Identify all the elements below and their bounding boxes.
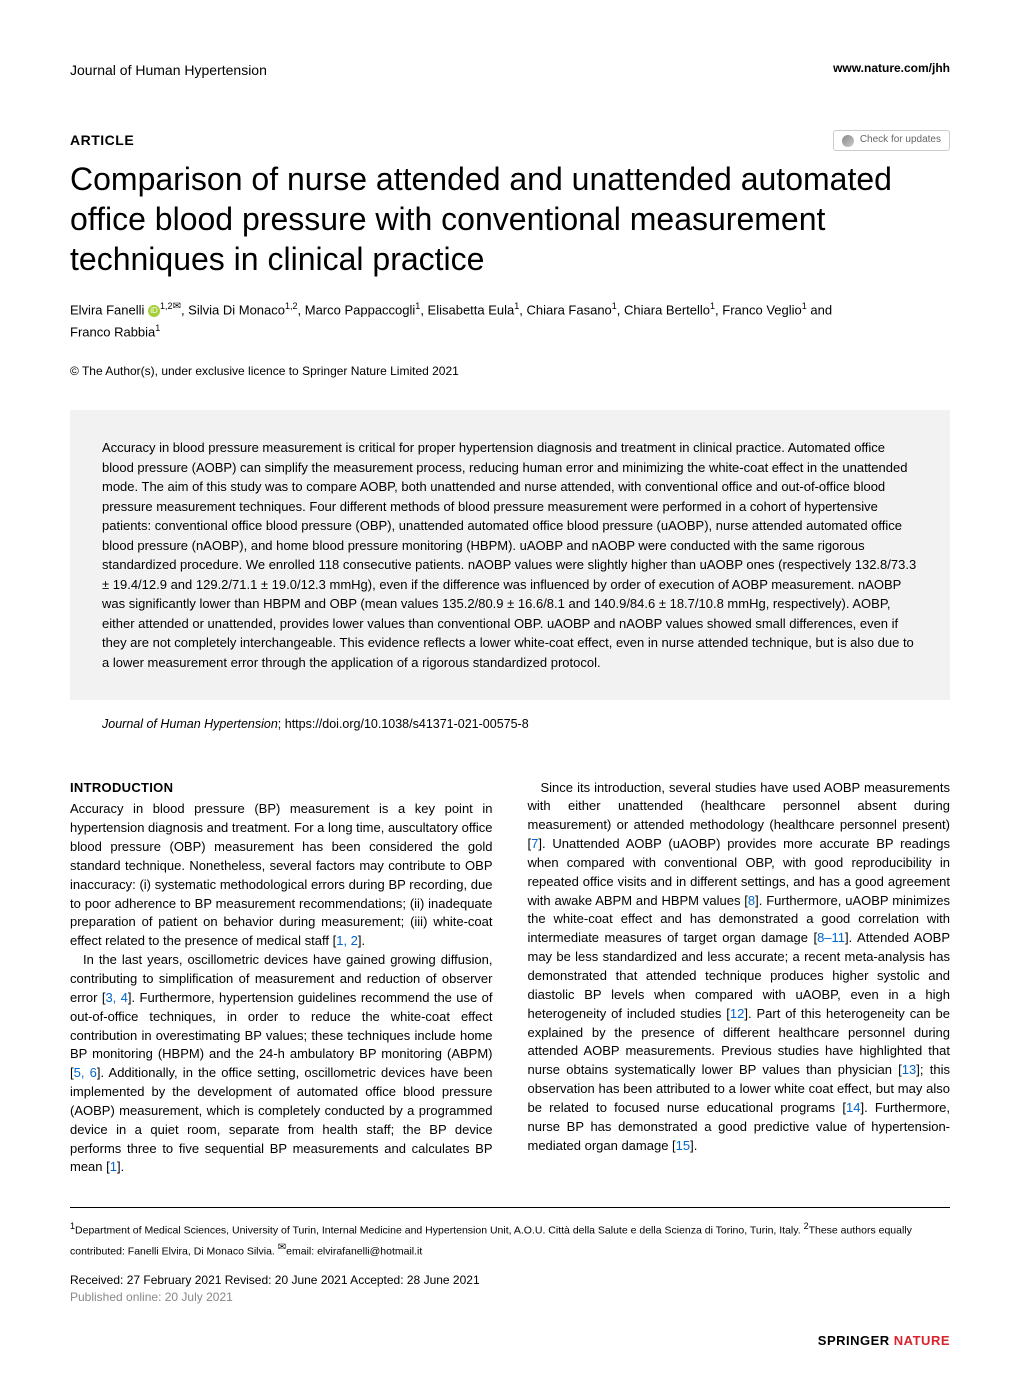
ref-link[interactable]: 1: [110, 1159, 117, 1174]
author-sep: , Chiara Bertello: [617, 302, 710, 317]
abstract-box: Accuracy in blood pressure measurement i…: [70, 410, 950, 700]
ref-link[interactable]: 13: [902, 1062, 916, 1077]
ref-link[interactable]: 5, 6: [74, 1065, 97, 1080]
citation: Journal of Human Hypertension; https://d…: [70, 715, 950, 753]
corresponding-email[interactable]: elvirafanelli@hotmail.it: [317, 1245, 422, 1257]
article-dates: Received: 27 February 2021 Revised: 20 J…: [70, 1272, 950, 1307]
author-sep: , Marco Pappaccogli: [298, 302, 416, 317]
affiliation-ref: 1: [155, 323, 160, 333]
body-columns: INTRODUCTION Accuracy in blood pressure …: [70, 779, 950, 1178]
intro-heading: INTRODUCTION: [70, 779, 493, 798]
check-updates-label: Check for updates: [860, 133, 941, 148]
author-sep: , Chiara Fasano: [519, 302, 612, 317]
abstract-text: Accuracy in blood pressure measurement i…: [102, 438, 918, 672]
author-sep: , Silvia Di Monaco: [181, 302, 285, 317]
springer-text: SPRINGER: [818, 1333, 894, 1348]
ref-link[interactable]: 12: [730, 1006, 744, 1021]
email-label: email:: [286, 1245, 317, 1257]
ref-link[interactable]: 3, 4: [105, 990, 127, 1005]
citation-journal: Journal of Human Hypertension: [102, 717, 278, 731]
body-text: Since its introduction, several studies …: [528, 779, 951, 1156]
affiliation-ref: 1,2: [160, 301, 173, 311]
affiliation-text: Department of Medical Sciences, Universi…: [75, 1225, 804, 1237]
check-updates-button[interactable]: Check for updates: [833, 130, 950, 151]
author-list: Elvira Fanelli iD1,2✉, Silvia Di Monaco1…: [70, 299, 950, 343]
article-title: Comparison of nurse attended and unatten…: [70, 159, 950, 279]
ref-link[interactable]: 14: [846, 1100, 860, 1115]
article-label: ARTICLE: [70, 130, 134, 150]
nature-text: NATURE: [894, 1333, 950, 1348]
body-text: Accuracy in blood pressure (BP) measurem…: [70, 800, 493, 1177]
left-column: INTRODUCTION Accuracy in blood pressure …: [70, 779, 493, 1178]
para-text: ].: [690, 1138, 697, 1153]
author: Elvira Fanelli: [70, 302, 144, 317]
orcid-icon[interactable]: iD: [148, 305, 160, 317]
ref-link[interactable]: 8–11: [817, 930, 845, 945]
published-date: Published online: 20 July 2021: [70, 1289, 950, 1306]
corresponding-icon: ✉: [173, 301, 181, 312]
copyright-line: © The Author(s), under exclusive licence…: [70, 363, 950, 380]
affiliation-ref: 1,2: [285, 301, 298, 311]
affiliations-block: 1Department of Medical Sciences, Univers…: [70, 1207, 950, 1260]
author-sep: , Franco Veglio: [715, 302, 802, 317]
author: Franco Rabbia: [70, 324, 155, 339]
ref-link[interactable]: 1, 2: [336, 933, 358, 948]
journal-url[interactable]: www.nature.com/jhh: [833, 60, 950, 80]
para-text: Accuracy in blood pressure (BP) measurem…: [70, 801, 493, 948]
publisher-logo: SPRINGER NATURE: [70, 1332, 950, 1351]
author-sep: and: [807, 302, 832, 317]
article-type-row: ARTICLE Check for updates: [70, 130, 950, 151]
envelope-icon: ✉: [278, 1242, 286, 1253]
author-sep: , Elisabetta Eula: [420, 302, 514, 317]
journal-name: Journal of Human Hypertension: [70, 60, 267, 80]
right-column: Since its introduction, several studies …: [528, 779, 951, 1178]
page-header: Journal of Human Hypertension www.nature…: [70, 60, 950, 80]
para-text: ]. Additionally, in the office setting, …: [70, 1065, 493, 1174]
received-revised-accepted: Received: 27 February 2021 Revised: 20 J…: [70, 1272, 950, 1289]
check-updates-icon: [842, 135, 854, 147]
ref-link[interactable]: 15: [676, 1138, 690, 1153]
para-text: ].: [358, 933, 365, 948]
para-text: ].: [117, 1159, 124, 1174]
citation-doi[interactable]: ; https://doi.org/10.1038/s41371-021-005…: [278, 717, 529, 731]
